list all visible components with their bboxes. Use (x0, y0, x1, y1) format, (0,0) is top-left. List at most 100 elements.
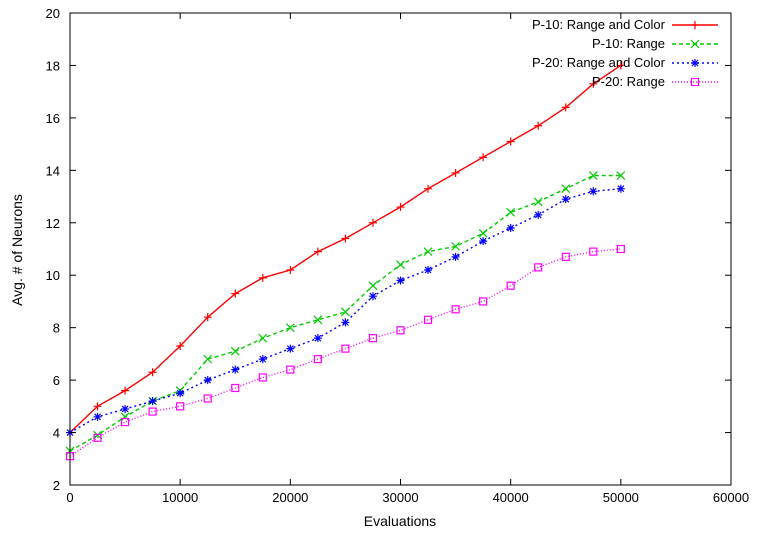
data-point (506, 224, 515, 233)
data-point (258, 333, 268, 343)
data-point (286, 365, 295, 374)
data-point (589, 79, 598, 88)
x-tick-label: 30000 (382, 490, 418, 505)
data-point (120, 412, 130, 422)
data-point (589, 187, 598, 196)
y-tick-label: 2 (53, 478, 60, 493)
legend-label: P-20: Range (592, 74, 665, 89)
legend-label: P-20: Range and Color (532, 55, 666, 70)
data-point (506, 207, 516, 217)
data-point (285, 323, 295, 333)
data-point (479, 237, 488, 246)
series-4 (65, 244, 625, 461)
data-point (534, 121, 543, 130)
data-point (561, 252, 570, 261)
series-line (69, 64, 622, 434)
data-point (451, 305, 460, 314)
x-tick-label: 60000 (713, 490, 749, 505)
data-point (423, 315, 433, 324)
data-point (589, 247, 598, 256)
data-point (534, 210, 543, 219)
axes: 0 10000 20000 30000 40000 50000 60000 2 4 6 8 10 12 1… (46, 6, 750, 505)
data-point (176, 342, 185, 351)
data-point (396, 260, 405, 270)
data-point (451, 252, 460, 261)
legend: P-10: Range and Color P-10: Range P-20: Ra… (532, 17, 718, 89)
y-tick-label: 4 (53, 426, 60, 441)
data-point (616, 61, 625, 70)
x-tick-label: 50000 (603, 490, 639, 505)
data-point (120, 417, 130, 427)
data-point (341, 318, 350, 327)
data-point (533, 197, 543, 207)
y-tick-label: 14 (46, 163, 60, 178)
plot-marks (65, 61, 626, 461)
data-point (203, 354, 213, 364)
data-point (423, 247, 433, 257)
data-point (368, 218, 377, 227)
x-axis-label: Evaluations (364, 513, 436, 529)
data-point (231, 365, 240, 374)
data-point (534, 263, 543, 272)
data-point (176, 389, 185, 398)
data-point (478, 228, 488, 238)
data-point (588, 171, 598, 181)
y-tick-label: 16 (46, 111, 60, 126)
x-tick-label: 20000 (272, 490, 308, 505)
data-point (258, 273, 267, 282)
data-point (424, 184, 433, 193)
data-point (368, 334, 378, 343)
y-tick-label: 18 (46, 58, 60, 73)
data-point (148, 397, 157, 406)
x-tick-label: 40000 (493, 490, 529, 505)
data-point (341, 234, 350, 243)
series-line (69, 248, 621, 457)
data-point (203, 313, 212, 322)
legend-marker (691, 21, 699, 29)
data-point (313, 334, 322, 343)
x-tick-label: 0 (66, 490, 73, 505)
data-point (424, 265, 433, 274)
data-point (286, 344, 295, 353)
data-point (368, 281, 378, 291)
data-point (616, 244, 625, 254)
legend-marker (691, 59, 699, 67)
series-1 (66, 61, 625, 437)
series-line (69, 188, 621, 434)
data-point (231, 289, 240, 298)
series-3 (66, 184, 625, 437)
data-point (616, 184, 625, 193)
data-point (313, 315, 323, 325)
data-point (93, 412, 102, 421)
data-point (93, 433, 102, 442)
legend-label: P-10: Range (592, 36, 665, 51)
data-point (396, 326, 405, 335)
data-point (148, 368, 157, 377)
data-point (121, 404, 130, 413)
data-point (203, 376, 212, 385)
data-point (313, 247, 322, 256)
legend-marker (690, 77, 700, 87)
series-2 (65, 171, 626, 456)
y-tick-label: 20 (46, 6, 60, 21)
data-point (258, 373, 267, 382)
data-point (230, 346, 240, 356)
y-tick-label: 10 (46, 268, 60, 283)
x-tick-label: 10000 (162, 490, 198, 505)
data-point (148, 407, 157, 416)
data-point (313, 355, 322, 364)
data-point (340, 307, 350, 317)
data-point (368, 292, 377, 301)
data-point (616, 171, 626, 181)
data-point (93, 402, 102, 411)
y-axis-label: Avg. # of Neurons (9, 194, 25, 306)
data-point (479, 297, 488, 306)
data-point (451, 168, 460, 177)
data-point (231, 383, 240, 393)
y-tick-label: 6 (53, 373, 60, 388)
data-point (506, 137, 515, 146)
y-tick-label: 8 (53, 321, 60, 336)
data-point (341, 344, 350, 353)
